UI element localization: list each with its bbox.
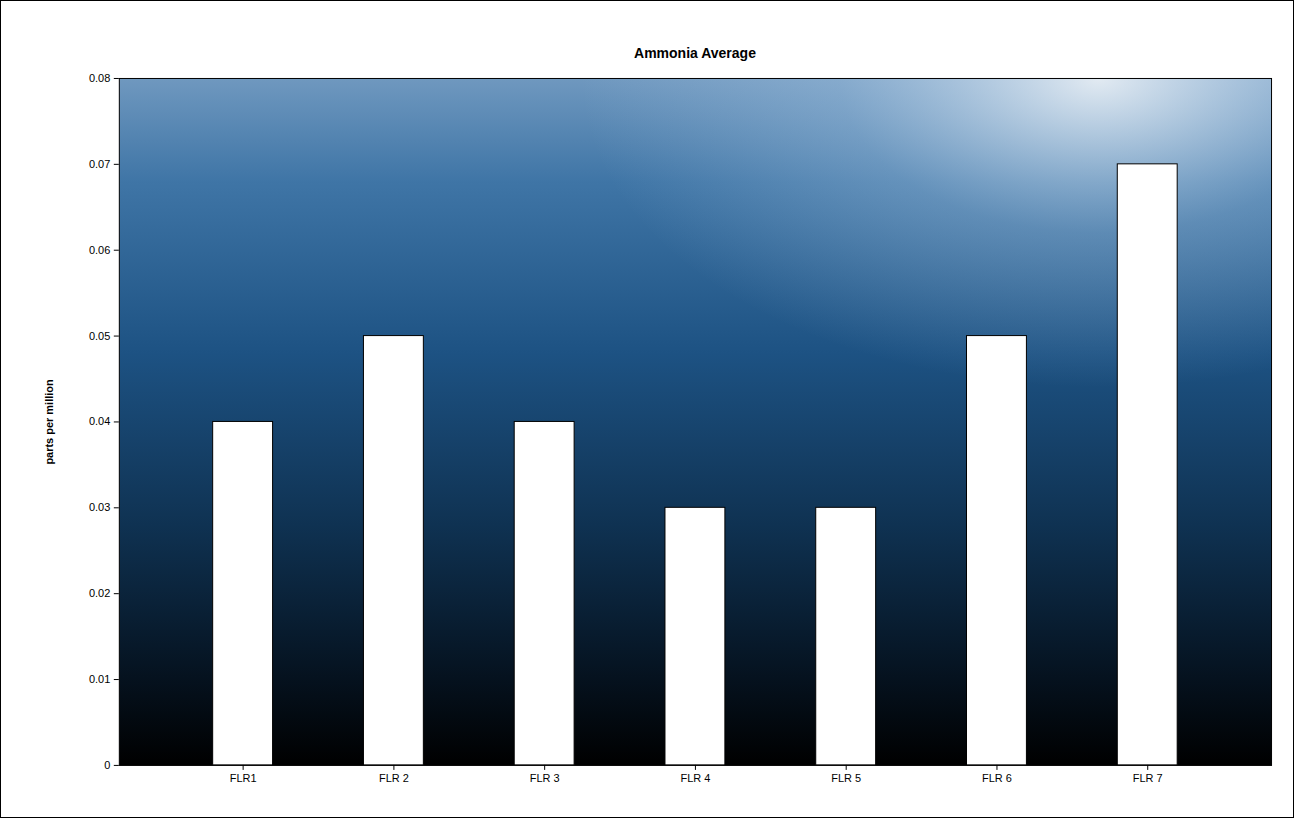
svg-text:FLR1: FLR1 bbox=[230, 772, 257, 784]
svg-text:FLR 7: FLR 7 bbox=[1133, 772, 1163, 784]
svg-text:0.06: 0.06 bbox=[89, 244, 110, 256]
svg-text:0.07: 0.07 bbox=[89, 158, 110, 170]
svg-text:0.03: 0.03 bbox=[89, 501, 110, 513]
svg-text:parts per million: parts per million bbox=[43, 379, 55, 465]
svg-text:0.04: 0.04 bbox=[89, 415, 110, 427]
svg-text:FLR 6: FLR 6 bbox=[982, 772, 1012, 784]
svg-text:0.05: 0.05 bbox=[89, 330, 110, 342]
svg-text:FLR 5: FLR 5 bbox=[831, 772, 861, 784]
svg-text:0: 0 bbox=[104, 759, 110, 771]
html-text:Ammonia Average: Ammonia Average bbox=[634, 45, 756, 61]
svg-text:FLR 4: FLR 4 bbox=[680, 772, 710, 784]
svg-text:FLR 3: FLR 3 bbox=[530, 772, 560, 784]
svg-text:0.08: 0.08 bbox=[89, 72, 110, 84]
svg-text:0.02: 0.02 bbox=[89, 587, 110, 599]
svg-text:FLR 2: FLR 2 bbox=[379, 772, 409, 784]
svg-text:0.01: 0.01 bbox=[89, 673, 110, 685]
